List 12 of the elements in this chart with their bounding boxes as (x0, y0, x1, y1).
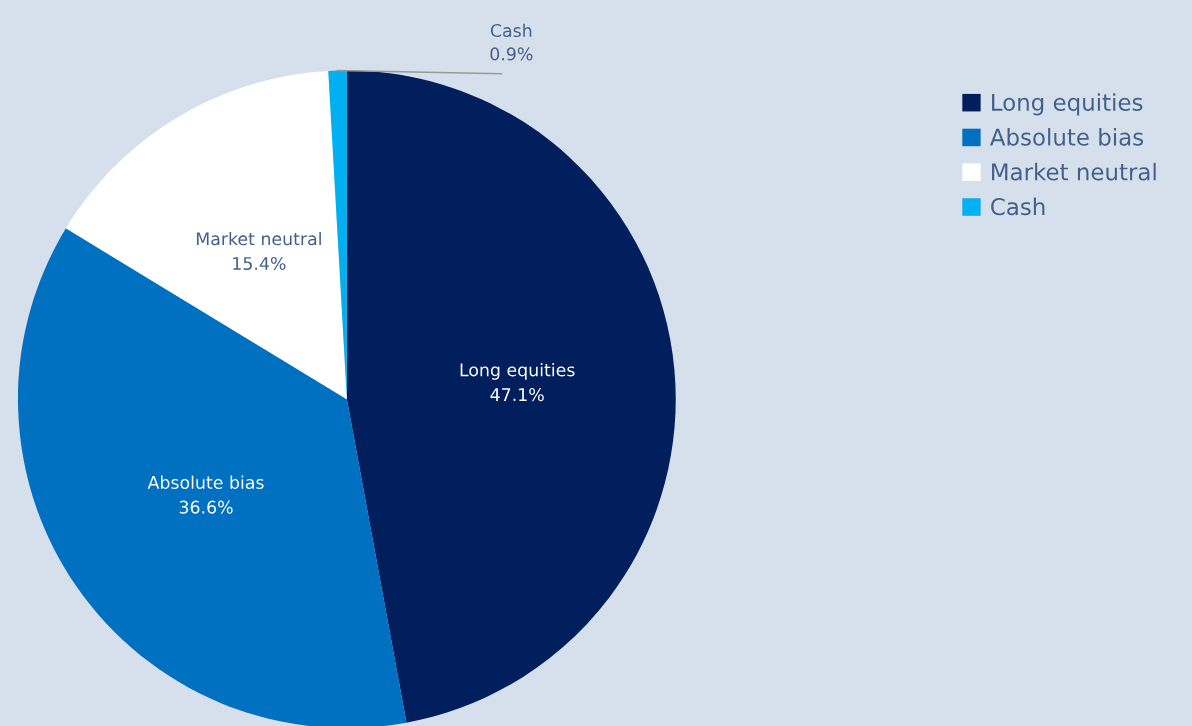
legend-label: Market neutral (992, 162, 1156, 181)
legend-label: Long equities (992, 93, 1143, 116)
slice-label: Market neutral (196, 231, 321, 246)
data-label: 15.4% (233, 256, 286, 271)
data-label: 0.9% (490, 47, 533, 61)
legend-label: Absolute bias (989, 128, 1144, 146)
slice-label: Cash (490, 23, 532, 38)
slice-label: Long equities (460, 362, 575, 380)
data-label: 36.6% (179, 500, 233, 514)
legend-label: Cash (991, 197, 1045, 216)
data-label: 47.1% (490, 388, 544, 402)
slice-label: Absolute bias (147, 475, 264, 489)
